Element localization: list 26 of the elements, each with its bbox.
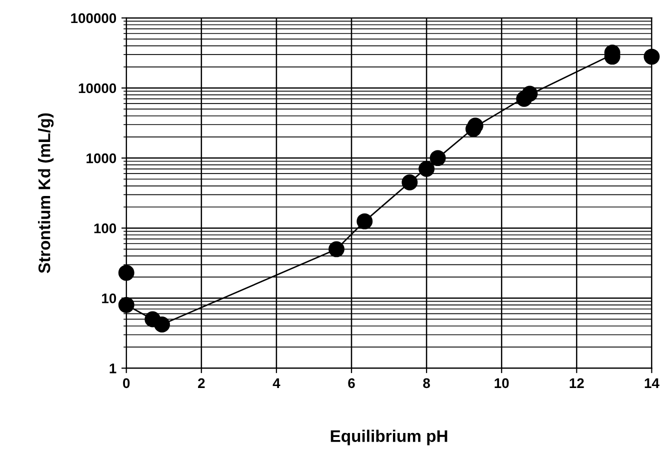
x-tick-label: 0	[123, 378, 130, 388]
x-tick-label: 6	[348, 378, 355, 388]
point	[522, 86, 538, 102]
point	[402, 174, 418, 190]
y-tick-label: 1	[110, 364, 116, 374]
x-axis-title: Equilibrium pH	[330, 430, 448, 446]
x-tick-label: 4	[272, 378, 280, 388]
x-tick-label: 10	[494, 378, 509, 388]
point	[154, 316, 170, 333]
y-tick-label: 100	[94, 223, 116, 234]
point	[418, 160, 435, 177]
point	[644, 48, 660, 65]
y-axis-title: Strontium Kd (mL/g)	[38, 113, 54, 274]
point	[328, 241, 344, 258]
point	[118, 264, 134, 281]
y-tick-label: 10	[102, 293, 116, 304]
y-tick-label: 1000	[86, 153, 116, 164]
point	[356, 213, 373, 230]
x-tick-label: 2	[198, 378, 205, 388]
x-tick-label: 8	[423, 378, 430, 388]
y-tick-label: 10000	[78, 83, 116, 94]
x-tick-label: 12	[570, 378, 584, 388]
x-tick-label: 14	[644, 378, 660, 388]
point	[118, 296, 134, 313]
y-tick-label: 100000	[71, 13, 116, 24]
point	[430, 150, 446, 166]
